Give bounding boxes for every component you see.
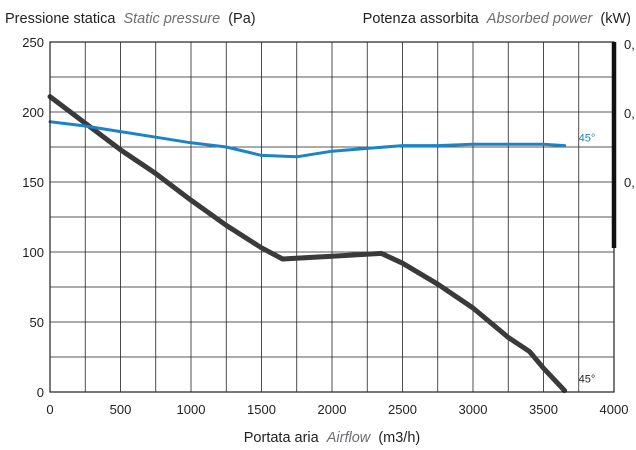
x-tick-label: 500 — [110, 402, 132, 417]
left-axis-title-unit: (Pa) — [228, 11, 255, 27]
y-tick-label: 250 — [22, 35, 44, 50]
x-axis-title-main: Portata aria — [244, 430, 320, 446]
y-tick-label: 150 — [22, 175, 44, 190]
right-axis-title-italic: Absorbed power — [486, 11, 594, 27]
left-axis-title-main: Pressione statica — [5, 11, 116, 27]
x-tick-label: 1000 — [177, 402, 206, 417]
absorbed-power-curve — [48, 120, 567, 159]
y-tick-label: 50 — [30, 315, 44, 330]
y-tick-label: 200 — [22, 105, 44, 120]
grid — [50, 42, 614, 392]
x-axis-title-unit: (m3/h) — [378, 430, 420, 446]
right-axis-title: Potenza assorbita Absorbed power (kW) — [363, 11, 631, 27]
y-tick-label: 100 — [22, 245, 44, 260]
y-tick-label: 0 — [37, 385, 44, 400]
x-tick-label: 1500 — [247, 402, 276, 417]
right-axis-tick-label: 0, — [624, 175, 635, 190]
static-pressure-curve-label: 45° — [579, 374, 596, 386]
static-pressure-curve — [47, 94, 568, 394]
right-axis-tick-label: 0, — [624, 106, 635, 121]
x-tick-label: 2500 — [388, 402, 417, 417]
right-axis-tick-labels: 0, 0, 0, — [624, 37, 635, 190]
x-tick-labels: 0 500 1000 1500 2000 2500 3000 3500 4000 — [46, 402, 628, 417]
y-tick-labels: 0 50 100 150 200 250 — [22, 35, 44, 400]
series-labels: 45° 45° — [579, 133, 596, 386]
axis-frame — [49, 41, 617, 393]
left-axis-title-italic: Static pressure — [123, 11, 220, 27]
right-axis-title-main: Potenza assorbita — [363, 11, 480, 27]
curves — [47, 94, 568, 394]
x-tick-label: 3500 — [529, 402, 558, 417]
absorbed-power-curve-label: 45° — [579, 133, 596, 145]
x-tick-label: 0 — [46, 402, 53, 417]
x-tick-label: 2000 — [318, 402, 347, 417]
x-tick-label: 3000 — [459, 402, 488, 417]
right-axis-tick-label: 0, — [624, 37, 635, 52]
x-axis-title-italic: Airflow — [326, 430, 372, 446]
left-axis-title: Pressione statica Static pressure (Pa) — [5, 11, 256, 27]
right-axis-title-unit: (kW) — [600, 11, 631, 27]
x-axis-title: Portata aria Airflow (m3/h) — [244, 430, 420, 446]
x-tick-label: 4000 — [600, 402, 629, 417]
